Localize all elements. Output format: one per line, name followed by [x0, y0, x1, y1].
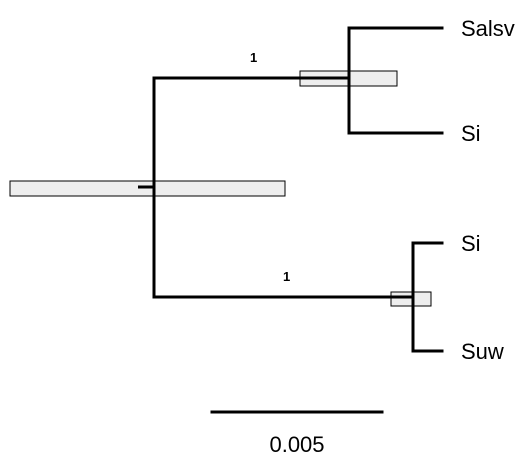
tip-label-4: Suw — [461, 339, 504, 364]
scale-bar-label: 0.005 — [269, 432, 324, 457]
tip-label-3: Si — [461, 231, 481, 256]
support-label-lower: 1 — [283, 269, 290, 284]
tip-label-2: Si — [461, 121, 481, 146]
lower-node-bar — [390, 291, 432, 307]
tip-label-1: Salsv — [461, 16, 515, 41]
support-label-upper: 1 — [250, 50, 257, 65]
